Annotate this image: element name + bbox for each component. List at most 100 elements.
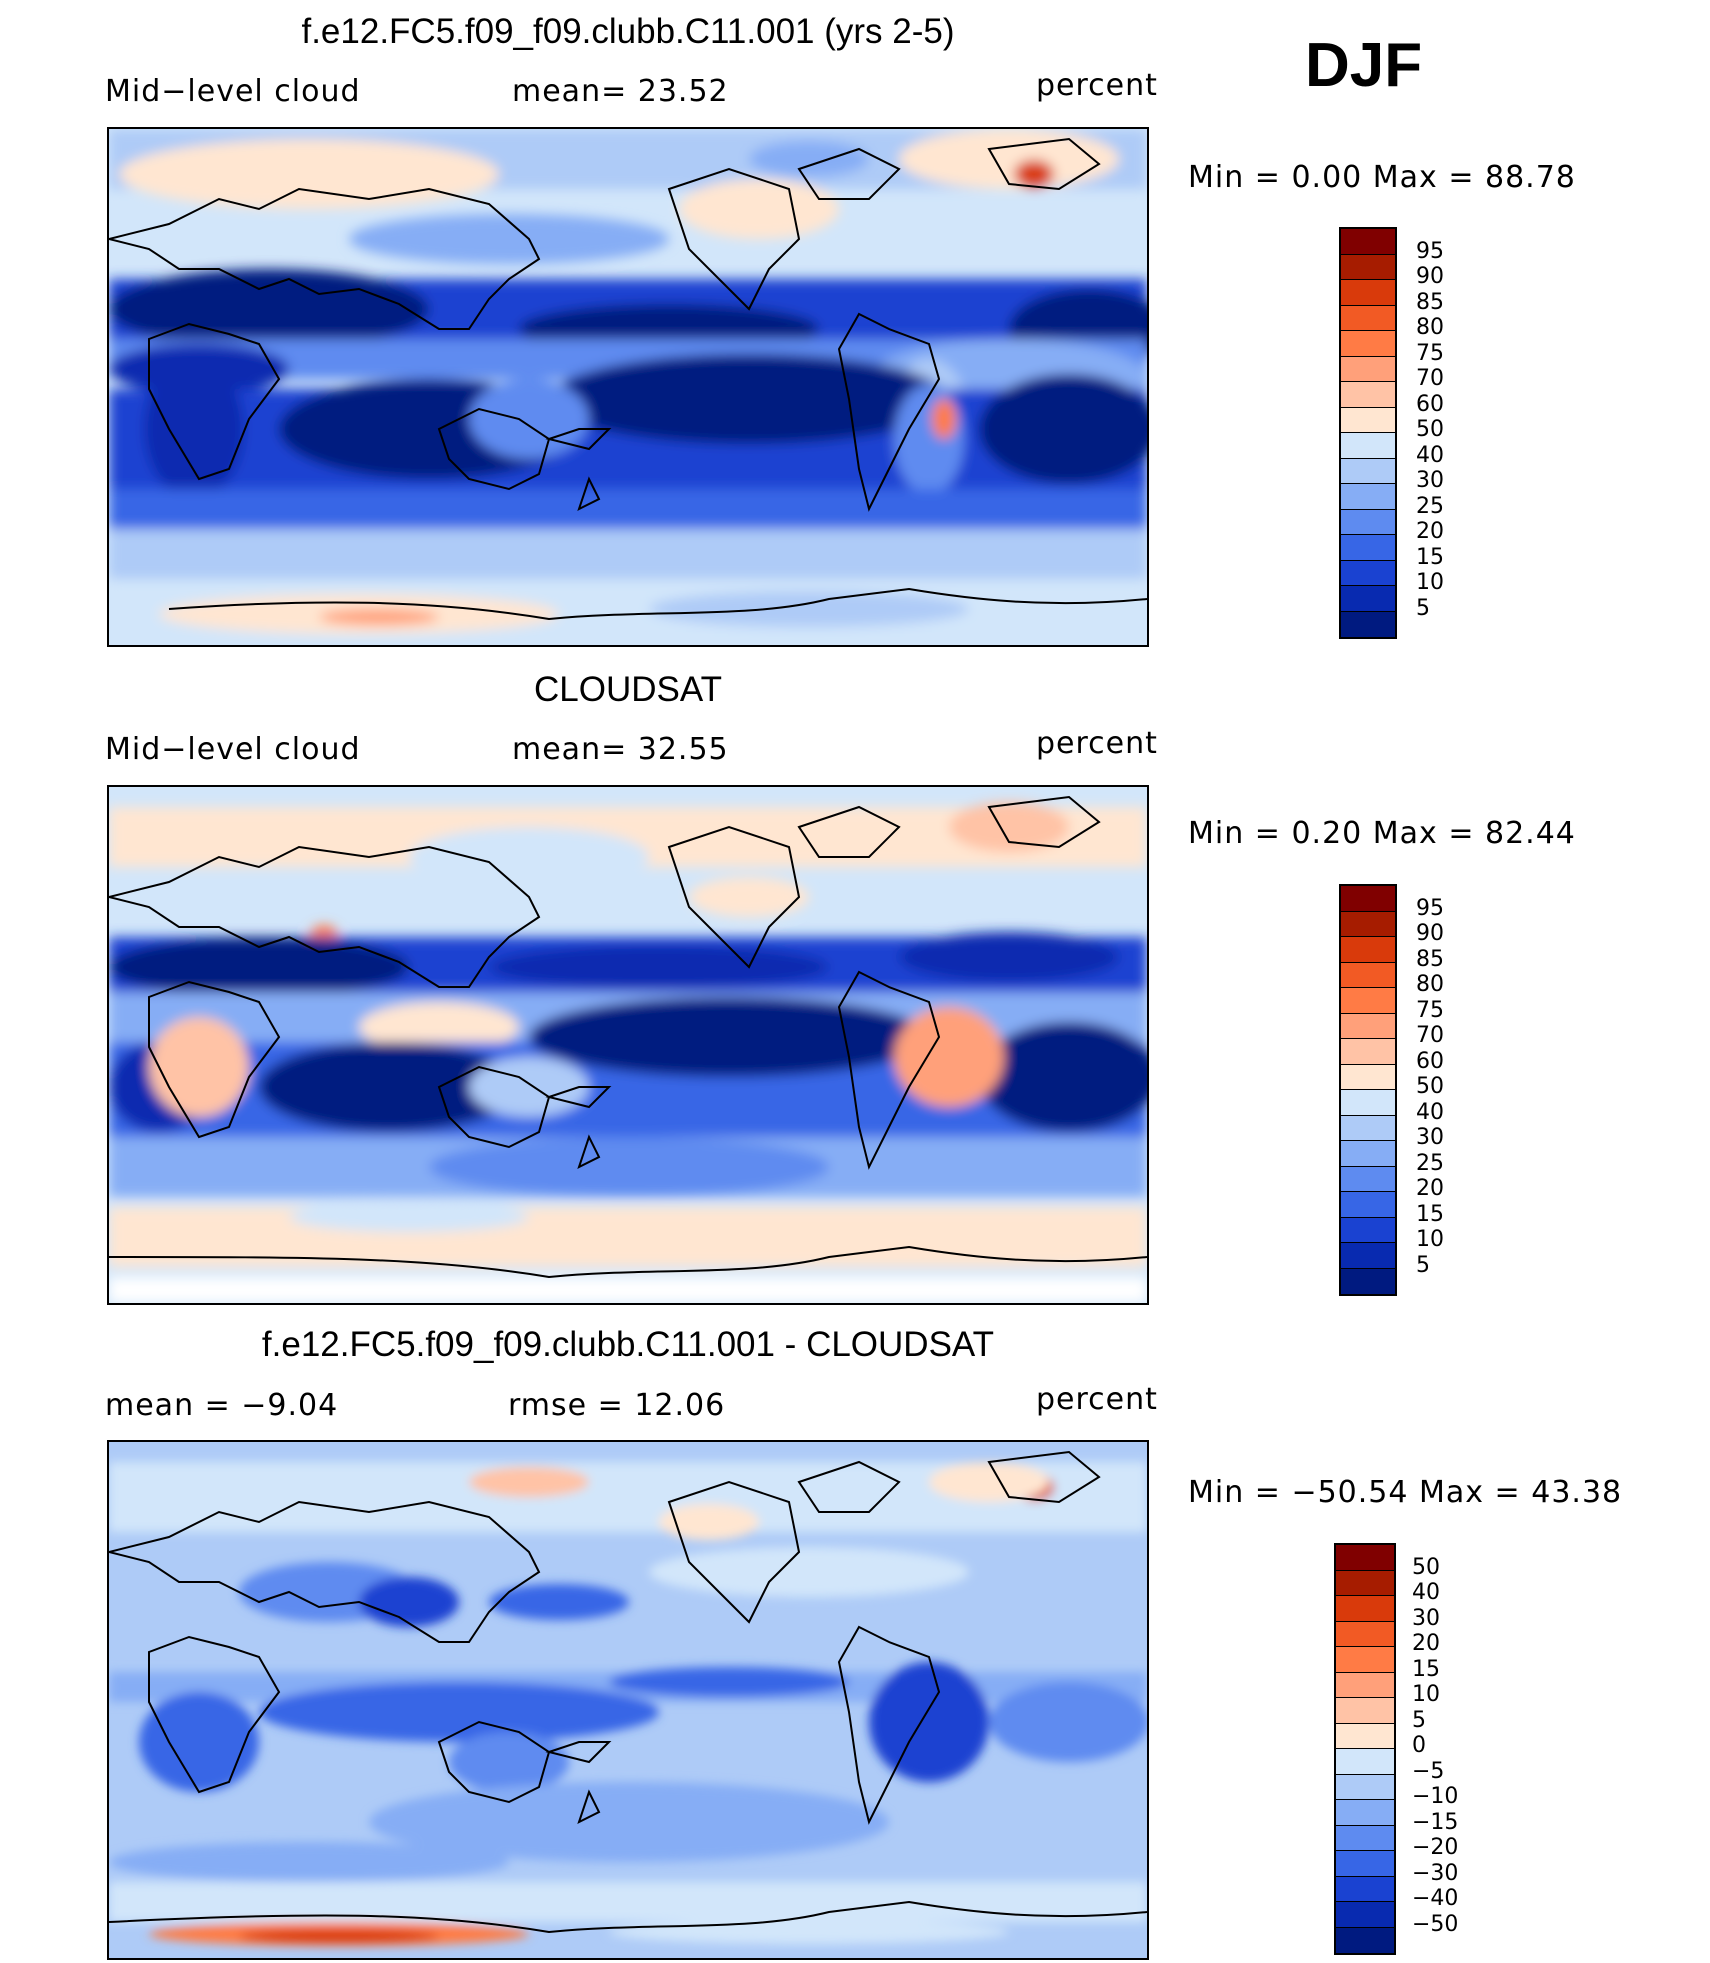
colorbar-tick-label: 85	[1416, 289, 1444, 315]
colorbar-tick-label: −30	[1412, 1860, 1459, 1886]
model-map	[107, 127, 1149, 647]
min-max-label: Min = 0.00 Max = 88.78	[1188, 160, 1576, 195]
colorbar-swatch	[1341, 356, 1395, 382]
colorbar-tick-label: 50	[1416, 417, 1444, 442]
colorbar-swatch	[1341, 535, 1395, 561]
colorbar-tick-label: 50	[1412, 1554, 1440, 1580]
colorbar-tick-label: 80	[1416, 972, 1444, 997]
colorbar-tick-label: 50	[1416, 1074, 1444, 1099]
colorbar-swatch	[1341, 988, 1395, 1014]
colorbar-labels: 95 90 85 80 75 70 60 50 40 30 25 20 15 1…	[1416, 227, 1476, 639]
mean-label: mean= 32.55	[512, 732, 729, 767]
colorbar-tick-label: 10	[1412, 1682, 1440, 1707]
colorbar-swatch	[1341, 254, 1395, 280]
colorbar-tick-label: 80	[1416, 315, 1444, 340]
colorbar-swatch	[1336, 1672, 1394, 1698]
panel-title: f.e12.FC5.f09_f09.clubb.C11.001 (yrs 2-5…	[301, 12, 955, 51]
colorbar-tick-label: 25	[1416, 1150, 1444, 1176]
colorbar-swatch	[1341, 911, 1395, 937]
colorbar-tick-label: 15	[1416, 544, 1444, 570]
colorbar-swatch	[1341, 433, 1395, 459]
colorbar-swatch	[1341, 1013, 1395, 1039]
colorbar-tick-label: 75	[1416, 340, 1444, 366]
colorbar-tick-label: −50	[1412, 1911, 1459, 1937]
colorbar-tick-label: 15	[1412, 1656, 1440, 1682]
rmse-label: rmse = 12.06	[508, 1388, 726, 1423]
colorbar-tick-label: 70	[1416, 1023, 1444, 1048]
colorbar-tick-label: 0	[1412, 1733, 1426, 1758]
colorbar-swatch	[1341, 962, 1395, 988]
colorbar-swatch	[1341, 1090, 1395, 1116]
colorbar-swatch	[1341, 611, 1395, 637]
colorbar-swatch	[1341, 1217, 1395, 1243]
colorbar-swatch	[1341, 1192, 1395, 1218]
colorbar-swatch	[1341, 1039, 1395, 1065]
colorbar-swatch	[1336, 1647, 1394, 1673]
colorbar-tick-label: 10	[1416, 570, 1444, 595]
colorbar-swatch	[1341, 484, 1395, 510]
colorbar-swatch	[1341, 305, 1395, 331]
difference-map	[107, 1440, 1149, 1960]
colorbar-tick-label: 20	[1416, 1176, 1444, 1201]
min-max-label: Min = 0.20 Max = 82.44	[1188, 816, 1576, 851]
colorbar-swatch	[1341, 331, 1395, 357]
units-label: percent	[1036, 1382, 1158, 1417]
units-label: percent	[1036, 726, 1158, 761]
colorbar-swatch	[1336, 1570, 1394, 1596]
colorbar-swatch	[1336, 1800, 1394, 1826]
colorbar-swatch	[1336, 1876, 1394, 1902]
colorbar-swatch	[1336, 1698, 1394, 1724]
colorbar-tick-label: 70	[1416, 366, 1444, 391]
colorbar-swatch	[1336, 1749, 1394, 1775]
colorbar-swatch	[1336, 1851, 1394, 1877]
colorbar-tick-label: 30	[1416, 468, 1444, 493]
colorbar-swatch	[1336, 1621, 1394, 1647]
colorbar-tick-label: 40	[1412, 1580, 1440, 1605]
colorbar-tick-label: −40	[1412, 1886, 1459, 1911]
colorbar-swatch	[1341, 229, 1395, 255]
colorbar-tick-label: 25	[1416, 493, 1444, 519]
colorbar-swatch	[1336, 1927, 1394, 1953]
colorbar-tick-label: 95	[1416, 895, 1444, 921]
colorbar-tick-label: 40	[1416, 1099, 1444, 1125]
colorbar-tick-label: 20	[1416, 519, 1444, 544]
season-label: DJF	[1305, 31, 1423, 100]
colorbar-tick-label: −5	[1412, 1758, 1445, 1784]
colorbar-tick-label: −20	[1412, 1835, 1459, 1860]
colorbar-tick-label: 5	[1416, 595, 1430, 621]
colorbar-swatch	[1341, 937, 1395, 963]
colorbar-tick-label: 90	[1416, 921, 1444, 946]
colorbar-swatch	[1341, 1243, 1395, 1269]
colorbar-swatch	[1341, 586, 1395, 612]
colorbar-swatch	[1341, 886, 1395, 912]
min-max-label: Min = −50.54 Max = 43.38	[1188, 1475, 1623, 1510]
colorbar-swatch	[1341, 382, 1395, 408]
colorbar-swatch	[1336, 1596, 1394, 1622]
colorbar-swatch	[1341, 1268, 1395, 1294]
colorbar-swatch	[1336, 1902, 1394, 1928]
colorbar-swatch	[1341, 1166, 1395, 1192]
colorbar-tick-label: 15	[1416, 1201, 1444, 1227]
colorbar-swatch	[1341, 509, 1395, 535]
colorbar-tick-label: 30	[1416, 1125, 1444, 1150]
mean-label: mean = −9.04	[105, 1388, 339, 1423]
colorbar-swatch	[1341, 280, 1395, 306]
panel-title: f.e12.FC5.f09_f09.clubb.C11.001 - CLOUDS…	[261, 1325, 995, 1364]
colorbar-tick-label: 75	[1416, 997, 1444, 1023]
variable-label: Mid−level cloud	[105, 74, 361, 109]
colorbar-swatch	[1341, 560, 1395, 586]
colorbar-tick-label: 60	[1416, 391, 1444, 417]
colorbar-tick-label: 30	[1412, 1605, 1440, 1631]
colorbar-labels: 50 40 30 20 15 10 5 0 −5 −10 −15 −20 −30…	[1412, 1543, 1482, 1955]
colorbar-labels: 95 90 85 80 75 70 60 50 40 30 25 20 15 1…	[1416, 884, 1476, 1296]
colorbar-tick-label: −15	[1412, 1809, 1459, 1835]
colorbar-tick-label: −10	[1412, 1784, 1459, 1809]
units-label: percent	[1036, 68, 1158, 103]
colorbar-tick-label: 10	[1416, 1227, 1444, 1252]
colorbar-tick-label: 20	[1412, 1631, 1440, 1656]
colorbar-tick-label: 95	[1416, 238, 1444, 264]
colorbar-swatch	[1341, 1115, 1395, 1141]
colorbar-swatch	[1336, 1825, 1394, 1851]
colorbar	[1334, 1543, 1396, 1955]
colorbar	[1339, 884, 1397, 1296]
